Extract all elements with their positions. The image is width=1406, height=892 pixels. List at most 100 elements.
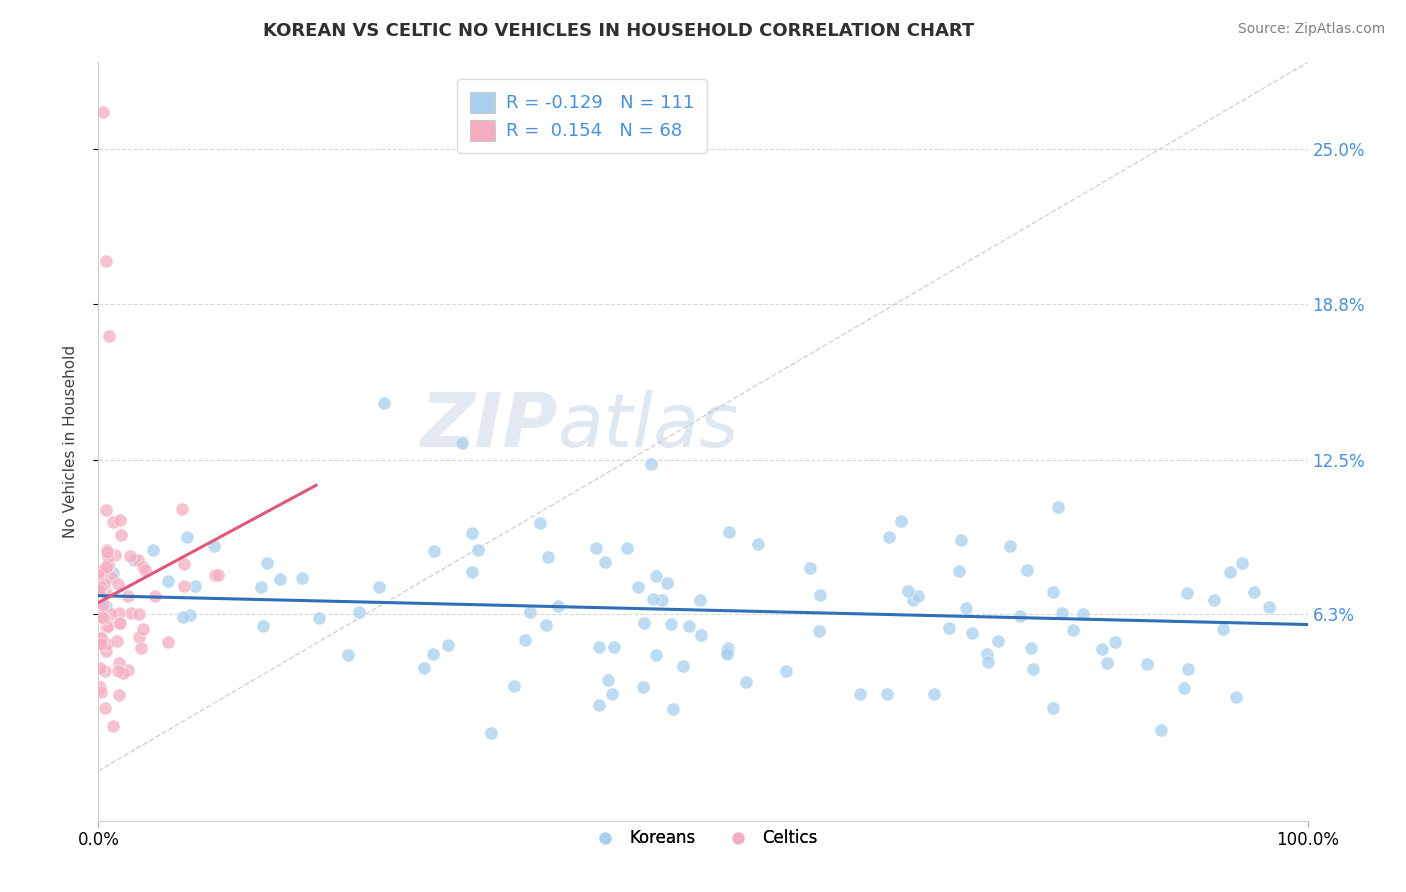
Point <box>922 687 945 701</box>
Point <box>1000 539 1022 553</box>
Point <box>132 622 155 636</box>
Point <box>170 501 193 516</box>
Point <box>91 566 114 580</box>
Point <box>1173 681 1195 695</box>
Point <box>1042 701 1064 715</box>
Point <box>101 566 124 581</box>
Point <box>96 545 118 559</box>
Point <box>103 719 125 733</box>
Point <box>799 560 821 574</box>
Point <box>347 605 370 619</box>
Point <box>108 607 131 621</box>
Point <box>461 565 484 579</box>
Point <box>142 543 165 558</box>
Point <box>716 648 738 662</box>
Point <box>256 556 278 570</box>
Point <box>603 640 626 655</box>
Point <box>467 542 489 557</box>
Point <box>948 565 970 579</box>
Point <box>105 634 128 648</box>
Point <box>173 557 195 571</box>
Point <box>588 698 610 712</box>
Point <box>97 619 120 633</box>
Text: ZIP: ZIP <box>420 390 558 463</box>
Point <box>717 525 740 540</box>
Point <box>107 665 129 679</box>
Point <box>955 601 977 615</box>
Point <box>207 568 229 582</box>
Point <box>252 619 274 633</box>
Point <box>100 607 122 622</box>
Point <box>662 701 685 715</box>
Point <box>98 329 121 343</box>
Point <box>960 626 983 640</box>
Point <box>93 610 115 624</box>
Point <box>156 635 179 649</box>
Point <box>537 549 560 564</box>
Point <box>1150 723 1173 738</box>
Point <box>89 661 111 675</box>
Point <box>91 105 114 120</box>
Point <box>90 609 112 624</box>
Point <box>602 686 624 700</box>
Point <box>202 539 225 553</box>
Point <box>179 607 201 622</box>
Point <box>97 558 120 573</box>
Point <box>640 458 662 472</box>
Point <box>110 512 132 526</box>
Point <box>94 586 117 600</box>
Point <box>479 725 502 739</box>
Point <box>1232 556 1254 570</box>
Point <box>631 680 654 694</box>
Point <box>96 543 118 558</box>
Point <box>108 616 131 631</box>
Point <box>134 563 156 577</box>
Point <box>519 605 541 619</box>
Point <box>547 599 569 614</box>
Point <box>101 516 124 530</box>
Point <box>1104 634 1126 648</box>
Point <box>96 619 118 633</box>
Point <box>94 254 117 268</box>
Point <box>938 621 960 635</box>
Point <box>641 591 664 606</box>
Point <box>1046 500 1069 515</box>
Point <box>747 537 769 551</box>
Point <box>110 528 132 542</box>
Point <box>672 659 695 673</box>
Point <box>513 632 536 647</box>
Point <box>112 665 135 680</box>
Point <box>717 640 740 655</box>
Point <box>423 544 446 558</box>
Point <box>1008 608 1031 623</box>
Point <box>651 593 673 607</box>
Point <box>585 541 607 555</box>
Point <box>128 607 150 621</box>
Y-axis label: No Vehicles in Household: No Vehicles in Household <box>63 345 77 538</box>
Point <box>1091 641 1114 656</box>
Point <box>117 589 139 603</box>
Point <box>94 665 117 679</box>
Point <box>290 571 312 585</box>
Point <box>249 580 271 594</box>
Point <box>1202 593 1225 607</box>
Point <box>90 632 112 646</box>
Point <box>849 688 872 702</box>
Point <box>94 643 117 657</box>
Point <box>807 624 830 639</box>
Point <box>1225 690 1247 704</box>
Point <box>1022 662 1045 676</box>
Point <box>1212 622 1234 636</box>
Point <box>117 663 139 677</box>
Point <box>633 616 655 631</box>
Point <box>184 579 207 593</box>
Point <box>107 656 129 670</box>
Point <box>977 655 1000 669</box>
Point <box>94 503 117 517</box>
Point <box>90 579 112 593</box>
Point <box>987 633 1010 648</box>
Point <box>90 563 112 577</box>
Point <box>269 572 291 586</box>
Point <box>120 606 142 620</box>
Point <box>373 396 395 410</box>
